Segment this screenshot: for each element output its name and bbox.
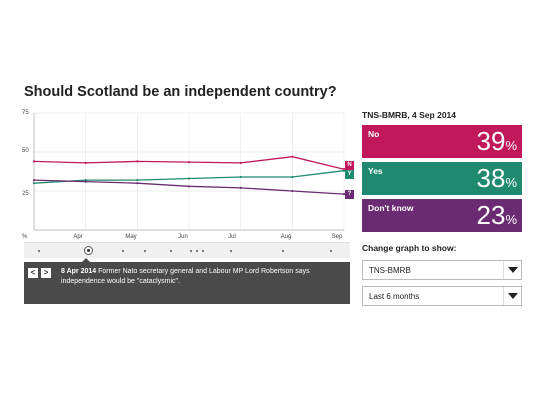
data-point bbox=[342, 169, 346, 172]
timeline-marker[interactable] bbox=[202, 250, 204, 252]
timeline-marker[interactable] bbox=[330, 250, 332, 252]
data-point bbox=[291, 155, 294, 158]
page-title: Should Scotland be an independent countr… bbox=[24, 84, 337, 100]
series-tag-no: N bbox=[345, 160, 354, 170]
poll-title: TNS-BMRB, 4 Sep 2014 bbox=[362, 110, 456, 120]
event-description: 8 Apr 2014 Former Nato secretary general… bbox=[61, 267, 346, 287]
pollster-select-value: TNS-BMRB bbox=[369, 266, 411, 275]
timeline-pointer bbox=[81, 258, 91, 263]
x-tick-label: Jun bbox=[178, 234, 188, 240]
data-point bbox=[136, 160, 139, 163]
data-point bbox=[32, 182, 36, 185]
data-point bbox=[187, 161, 191, 164]
data-point bbox=[239, 161, 242, 165]
series-tag-dont-know: ? bbox=[345, 189, 354, 199]
x-tick-label: May bbox=[125, 234, 137, 240]
series-tag-yes: Y bbox=[345, 170, 354, 180]
result-yes: Yes 38% bbox=[362, 162, 522, 195]
data-point bbox=[32, 160, 36, 163]
event-text: Former Nato secretary general and Labour… bbox=[61, 268, 310, 285]
pollster-select[interactable]: TNS-BMRB bbox=[362, 260, 522, 280]
x-tick-label: Apr bbox=[73, 234, 83, 240]
timeline-marker[interactable] bbox=[144, 250, 146, 252]
data-point bbox=[291, 175, 294, 179]
data-point bbox=[84, 178, 87, 182]
chevron-down-icon[interactable] bbox=[503, 287, 521, 305]
data-point bbox=[239, 175, 242, 179]
y-tick-label: 25 bbox=[22, 191, 29, 197]
period-select[interactable]: Last 6 months bbox=[362, 286, 522, 306]
event-panel: < > 8 Apr 2014 Former Nato secretary gen… bbox=[24, 262, 350, 304]
next-event-button[interactable]: > bbox=[41, 268, 51, 278]
poll-line-chart: 75 50 25 % Apr May Jun Jul Aug Sep N Y ? bbox=[22, 106, 354, 246]
data-point bbox=[136, 182, 139, 185]
result-value: 38% bbox=[476, 163, 517, 193]
timeline-marker[interactable] bbox=[190, 250, 192, 252]
event-date: 8 Apr 2014 bbox=[61, 268, 97, 275]
data-point bbox=[187, 177, 191, 180]
period-select-value: Last 6 months bbox=[369, 292, 420, 301]
x-tick-label: Aug bbox=[280, 234, 292, 240]
timeline-marker[interactable] bbox=[230, 250, 232, 252]
result-value: 23% bbox=[476, 200, 517, 230]
data-point bbox=[239, 186, 242, 189]
y-tick-label: 75 bbox=[22, 110, 29, 116]
data-point bbox=[342, 168, 346, 171]
data-point bbox=[84, 161, 87, 165]
result-label: Don't know bbox=[368, 203, 414, 213]
result-value: 39% bbox=[476, 126, 517, 156]
result-label: Yes bbox=[368, 166, 383, 176]
timeline-marker[interactable] bbox=[38, 250, 40, 252]
y-unit-label: % bbox=[22, 234, 28, 240]
timeline-handle[interactable] bbox=[84, 246, 93, 255]
x-tick-label: Jul bbox=[228, 234, 236, 240]
result-dont-know: Don't know 23% bbox=[362, 199, 522, 232]
data-point bbox=[136, 178, 139, 182]
timeline-marker[interactable] bbox=[196, 250, 198, 252]
result-label: No bbox=[368, 129, 380, 139]
timeline-scrubber[interactable] bbox=[24, 242, 350, 258]
result-no: No 39% bbox=[362, 125, 522, 158]
prev-event-button[interactable]: < bbox=[28, 268, 38, 278]
y-tick-label: 50 bbox=[22, 148, 29, 154]
timeline-marker[interactable] bbox=[282, 250, 284, 252]
data-point bbox=[291, 189, 294, 193]
chevron-down-icon[interactable] bbox=[503, 261, 521, 279]
x-tick-label: Sep bbox=[331, 234, 343, 240]
change-graph-label: Change graph to show: bbox=[362, 243, 457, 253]
data-point bbox=[84, 180, 87, 183]
timeline-marker[interactable] bbox=[122, 250, 124, 252]
data-point bbox=[187, 185, 191, 188]
chart-svg bbox=[32, 112, 346, 231]
data-point bbox=[342, 193, 346, 196]
timeline-marker[interactable] bbox=[170, 250, 172, 252]
data-point bbox=[32, 178, 36, 182]
